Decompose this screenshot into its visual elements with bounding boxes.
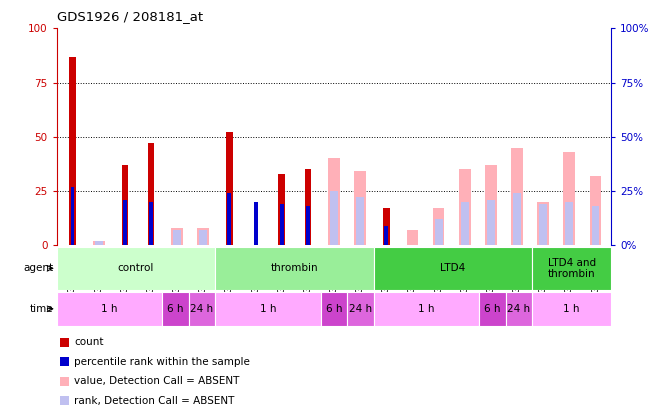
Text: rank, Detection Call = ABSENT: rank, Detection Call = ABSENT — [74, 396, 234, 405]
Bar — [487, 200, 495, 245]
Bar — [123, 200, 127, 245]
Bar — [532, 247, 611, 290]
Bar — [305, 169, 311, 245]
Bar — [197, 228, 209, 245]
Bar — [354, 171, 366, 245]
Bar — [199, 230, 207, 245]
Text: control: control — [118, 263, 154, 273]
Text: value, Detection Call = ABSENT: value, Detection Call = ABSENT — [74, 376, 240, 386]
Text: 6 h: 6 h — [326, 304, 342, 314]
Bar — [459, 169, 471, 245]
Bar — [321, 292, 347, 326]
Bar — [564, 152, 575, 245]
Text: 24 h: 24 h — [349, 304, 372, 314]
Bar — [280, 204, 284, 245]
Text: GDS1926 / 208181_at: GDS1926 / 208181_at — [57, 10, 203, 23]
Bar — [565, 202, 573, 245]
Text: time: time — [30, 304, 53, 314]
Text: 1 h: 1 h — [563, 304, 580, 314]
Bar — [122, 165, 128, 245]
Bar — [532, 292, 611, 326]
Bar — [328, 158, 340, 245]
Bar — [57, 247, 215, 290]
Text: 1 h: 1 h — [418, 304, 435, 314]
Bar — [254, 202, 257, 245]
Bar — [149, 202, 153, 245]
Bar — [539, 204, 547, 245]
Text: 24 h: 24 h — [190, 304, 214, 314]
Bar — [227, 193, 231, 245]
Bar — [511, 147, 523, 245]
Bar — [306, 206, 310, 245]
Text: 1 h: 1 h — [102, 304, 118, 314]
Bar — [95, 241, 103, 245]
Bar — [162, 292, 189, 326]
Text: 24 h: 24 h — [507, 304, 530, 314]
Bar — [485, 165, 497, 245]
Bar — [461, 202, 469, 245]
Bar — [479, 292, 506, 326]
Bar — [356, 197, 364, 245]
Text: thrombin: thrombin — [271, 263, 318, 273]
Bar — [592, 206, 599, 245]
Bar — [435, 219, 442, 245]
Bar — [279, 173, 285, 245]
Bar — [226, 132, 232, 245]
Bar — [373, 292, 479, 326]
Text: 6 h: 6 h — [484, 304, 500, 314]
Bar — [57, 292, 162, 326]
Bar — [215, 247, 373, 290]
Bar — [513, 193, 521, 245]
Bar — [384, 226, 388, 245]
Bar — [347, 292, 373, 326]
Text: agent: agent — [23, 263, 53, 273]
Text: 6 h: 6 h — [168, 304, 184, 314]
Bar — [433, 208, 444, 245]
Bar — [215, 292, 321, 326]
Bar — [383, 208, 389, 245]
Bar — [330, 191, 338, 245]
Text: count: count — [74, 337, 104, 347]
Bar — [189, 292, 215, 326]
Bar — [71, 187, 74, 245]
Bar — [148, 143, 154, 245]
Bar — [171, 228, 183, 245]
Bar — [407, 230, 418, 245]
Bar — [93, 241, 104, 245]
Bar — [373, 247, 532, 290]
Text: 1 h: 1 h — [260, 304, 277, 314]
Text: percentile rank within the sample: percentile rank within the sample — [74, 357, 250, 367]
Bar — [506, 292, 532, 326]
Text: LTD4: LTD4 — [440, 263, 466, 273]
Bar — [590, 176, 601, 245]
Bar — [69, 57, 75, 245]
Text: LTD4 and
thrombin: LTD4 and thrombin — [548, 258, 596, 279]
Bar — [173, 230, 181, 245]
Bar — [537, 202, 549, 245]
